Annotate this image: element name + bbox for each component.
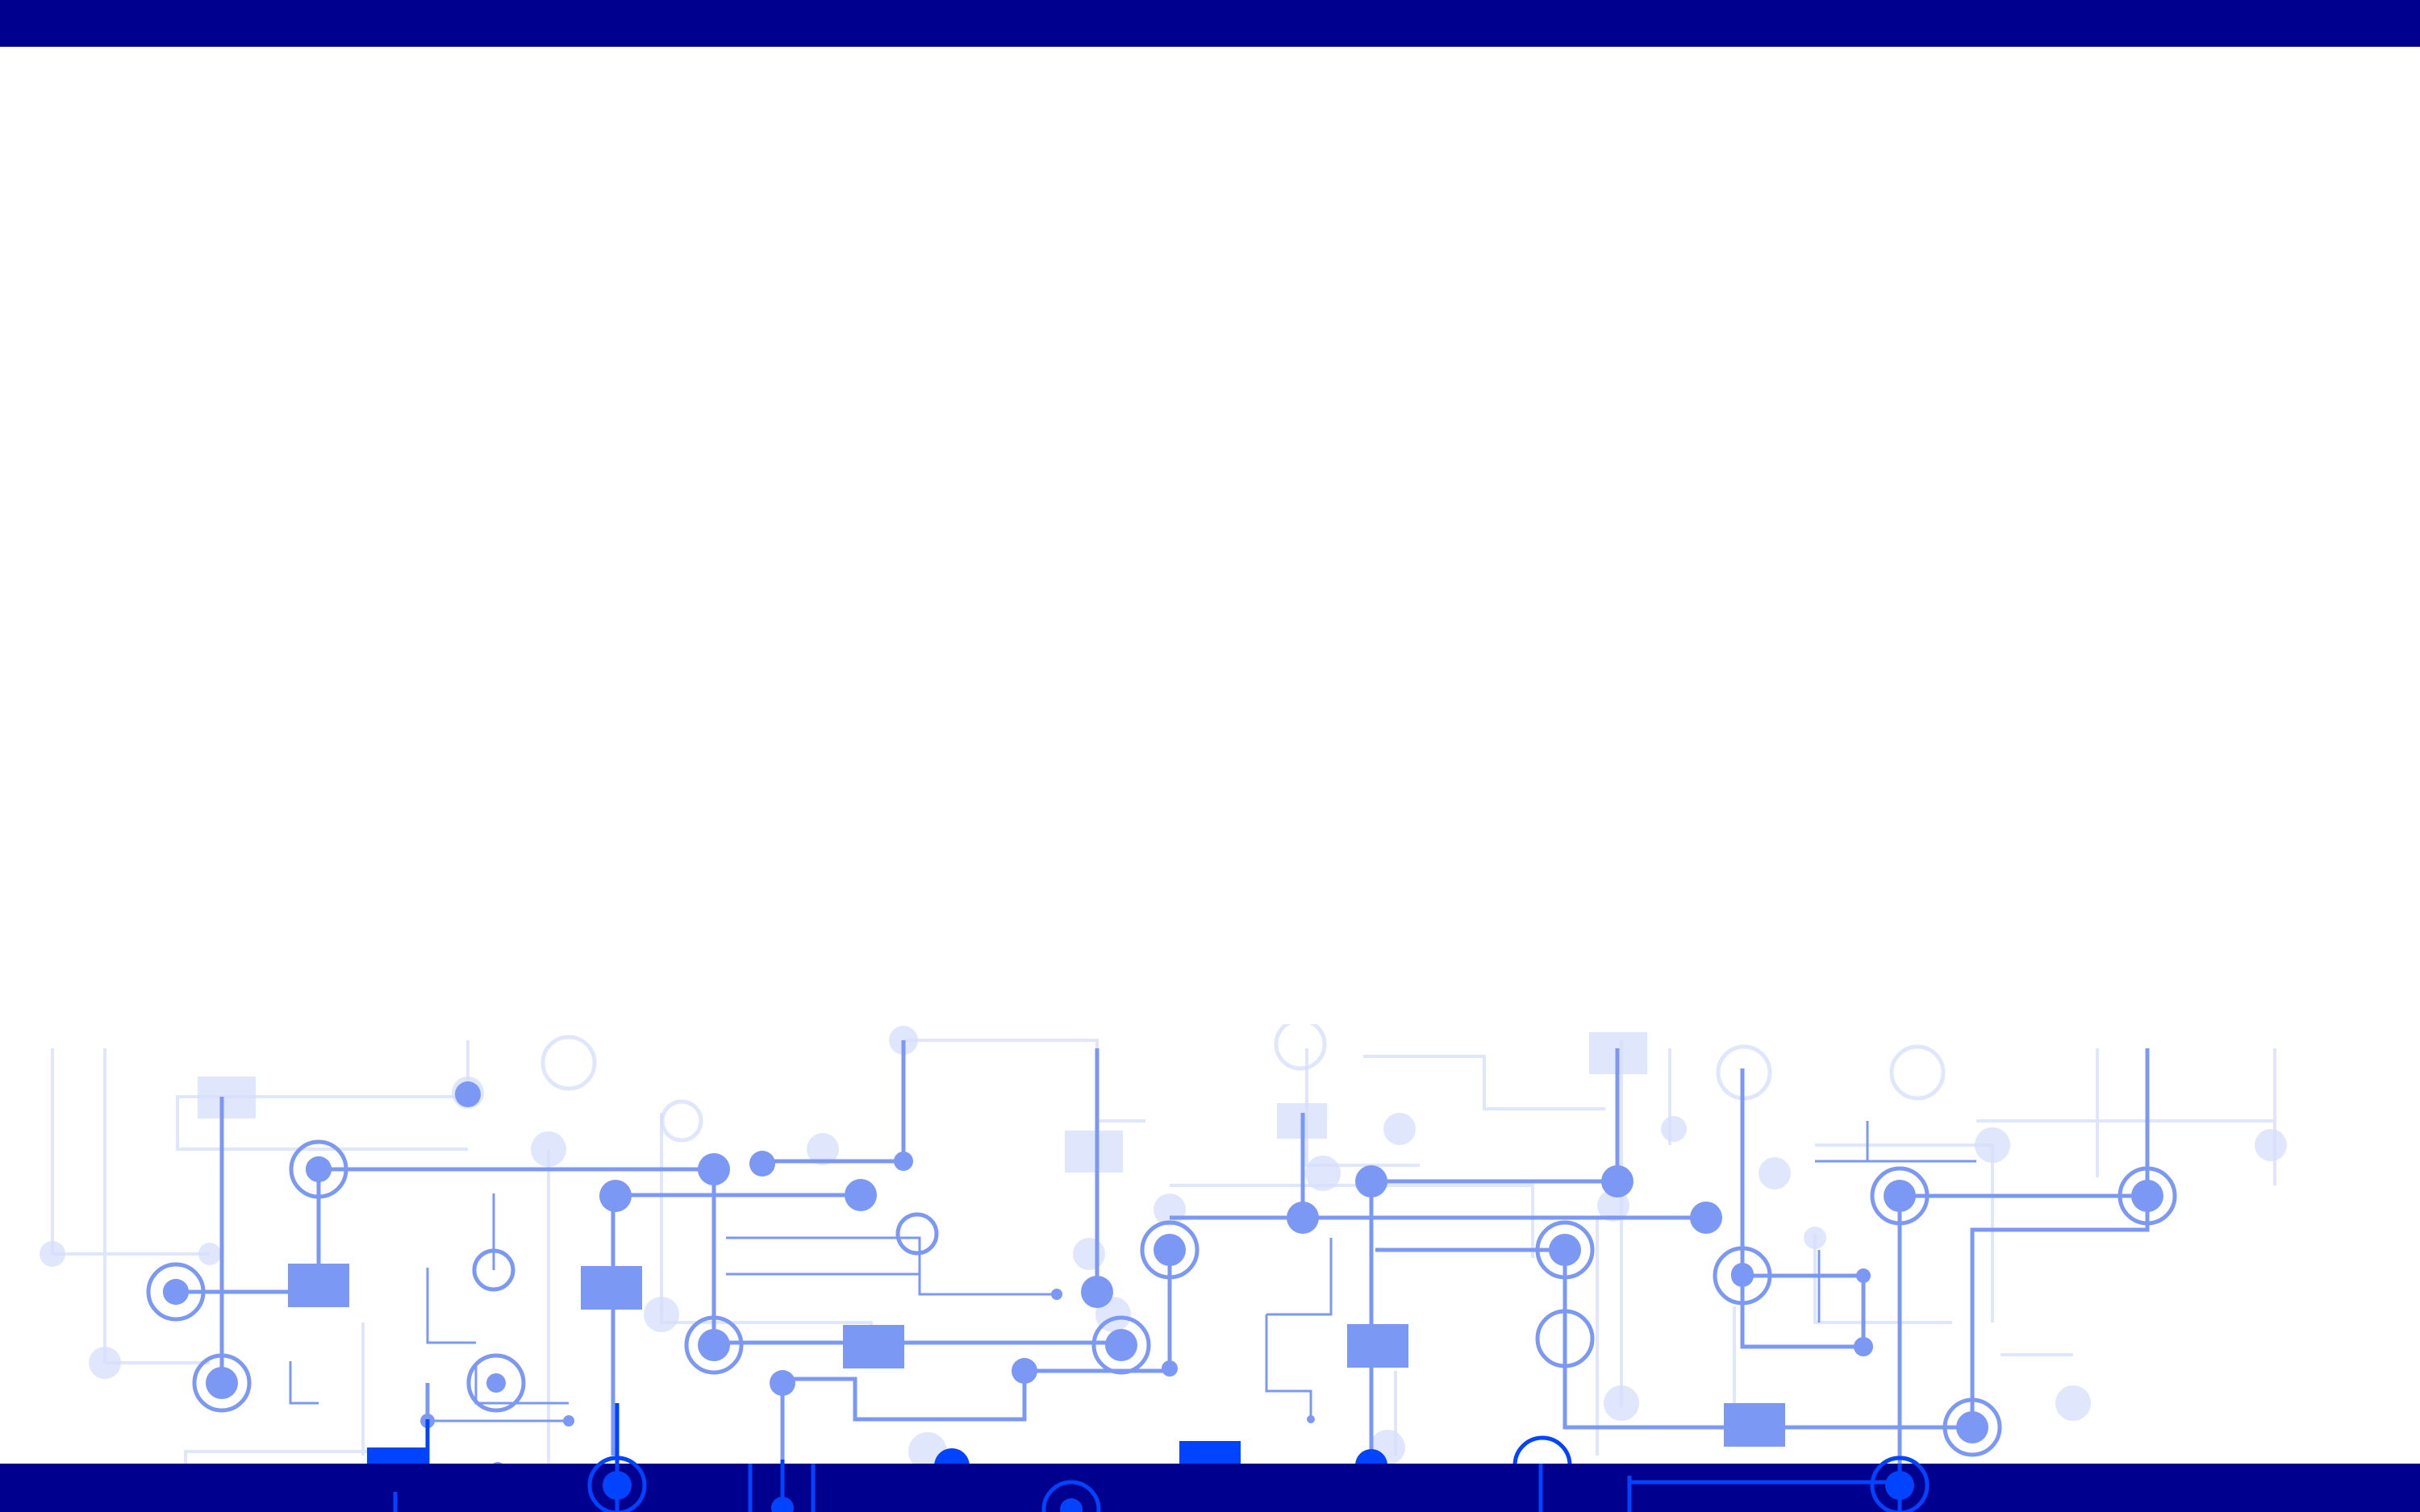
slide-content-area bbox=[0, 47, 2420, 1023]
top-bar bbox=[0, 0, 2420, 47]
circuit-board-icon bbox=[40, 1024, 2287, 1512]
bottom-bar bbox=[0, 1464, 2420, 1512]
